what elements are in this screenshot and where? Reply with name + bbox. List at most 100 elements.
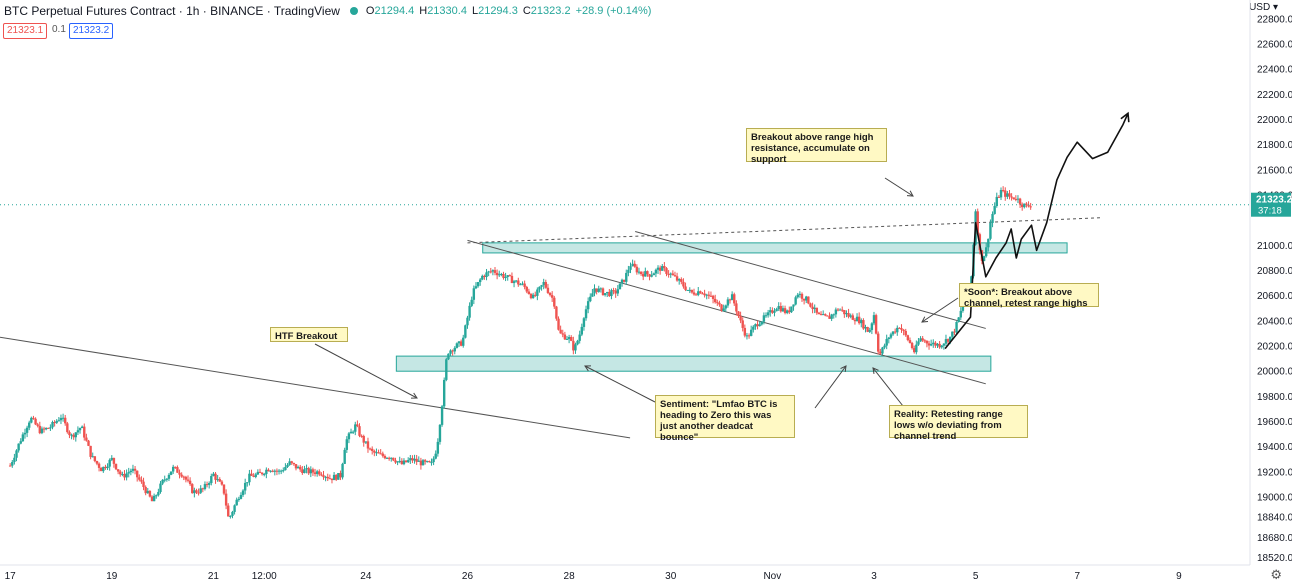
candle-body-208: [449, 350, 452, 354]
candle-body-417: [891, 331, 895, 335]
candle-body-307: [658, 267, 662, 271]
candle-body-110: [241, 490, 245, 495]
candle-body-382: [817, 312, 821, 315]
candle-body-204: [440, 406, 444, 425]
y-tick-label: 20600.0: [1257, 291, 1292, 302]
candle-body-74: [165, 478, 169, 480]
candle-body-0: [8, 465, 12, 467]
candle-body-435: [929, 344, 933, 346]
candle-body-241: [519, 284, 522, 286]
candle-body-194: [419, 460, 423, 466]
candle-body-178: [385, 457, 389, 459]
candle-body-171: [371, 448, 374, 451]
candle-body-418: [893, 331, 897, 333]
candle-body-197: [426, 461, 429, 463]
x-tick-label: 26: [462, 571, 474, 582]
candle-body-121: [265, 469, 268, 475]
candle-body-124: [271, 470, 274, 472]
candle-body-48: [110, 457, 113, 460]
candle-body-25: [61, 417, 65, 419]
y-tick-label: 19400.0: [1257, 442, 1292, 453]
note-soon: *Soon*: Breakout above channel, retest r…: [959, 283, 1099, 309]
symbol-title[interactable]: BTC Perpetual Futures Contract · 1h · BI…: [4, 4, 340, 18]
candle-body-306: [656, 267, 660, 270]
candle-body-182: [394, 460, 397, 463]
candle-body-201: [434, 453, 437, 459]
candle-body-207: [447, 353, 450, 360]
candle-body-196: [423, 460, 427, 462]
countdown-label: 37:18: [1258, 206, 1282, 217]
candle-body-56: [127, 472, 130, 474]
sell-price-button[interactable]: 21323.1: [3, 23, 48, 39]
candle-body-378: [809, 303, 812, 307]
y-tick-label: 20400.0: [1257, 316, 1292, 327]
candle-body-304: [652, 273, 655, 276]
candle-body-280: [601, 288, 605, 296]
candle-body-58: [131, 468, 135, 471]
candle-body-457: [976, 211, 979, 235]
currency-dropdown[interactable]: USD ▾: [1249, 2, 1278, 13]
annotation-arrowhead-1: [584, 365, 592, 372]
candle-body-295: [633, 263, 636, 267]
candle-body-408: [872, 315, 876, 324]
x-tick-label: 28: [564, 571, 576, 582]
candle-body-166: [360, 435, 363, 437]
x-tick-label: 24: [360, 571, 372, 582]
candle-body-437: [934, 342, 937, 346]
candle-body-154: [335, 474, 338, 480]
candle-body-473: [1010, 196, 1013, 198]
candle-body-430: [919, 338, 922, 342]
candle-body-137: [299, 466, 302, 470]
candle-body-18: [47, 427, 50, 429]
candle-body-213: [459, 341, 463, 346]
candle-body-308: [661, 266, 664, 271]
buy-price-button[interactable]: 21323.2: [69, 23, 114, 39]
candle-body-123: [269, 470, 272, 472]
candle-body-118: [258, 471, 262, 473]
gear-icon[interactable]: ⚙: [1270, 567, 1282, 582]
candle-body-464: [991, 213, 994, 223]
x-tick-label: 19: [106, 571, 118, 582]
trendline-1: [635, 231, 986, 329]
candle-body-328: [703, 293, 706, 296]
candle-body-203: [438, 424, 442, 442]
candle-body-261: [561, 333, 564, 335]
candle-body-45: [104, 466, 107, 469]
candle-body-428: [915, 344, 918, 353]
candle-body-59: [133, 468, 137, 471]
candle-body-84: [186, 479, 190, 481]
candle-body-19: [49, 427, 52, 429]
candle-body-90: [199, 488, 202, 493]
candle-body-24: [59, 417, 63, 421]
chart-header: BTC Perpetual Futures Contract · 1h · BI…: [0, 0, 1250, 22]
candle-body-156: [339, 473, 342, 478]
candle-body-54: [123, 474, 126, 478]
y-tick-label: 21000.0: [1257, 241, 1292, 252]
candle-body-415: [887, 337, 891, 340]
candle-body-157: [341, 463, 344, 478]
candle-body-62: [140, 479, 143, 482]
candle-body-349: [747, 335, 751, 337]
candle-body-371: [794, 297, 797, 305]
x-tick-label: Nov: [763, 571, 781, 582]
candle-body-100: [220, 481, 224, 485]
candle-body-87: [193, 490, 196, 494]
candle-body-47: [108, 459, 111, 467]
candle-body-10: [30, 417, 33, 423]
candle-body-331: [709, 295, 713, 297]
candle-body-334: [716, 302, 719, 304]
candle-body-296: [635, 266, 639, 273]
candle-body-337: [722, 308, 725, 311]
candle-body-399: [853, 319, 857, 322]
candle-body-4: [17, 443, 20, 451]
candle-body-363: [777, 306, 780, 310]
candle-body-441: [942, 343, 946, 346]
annotation-arrowhead-0: [410, 392, 418, 399]
candle-body-212: [457, 341, 461, 344]
y-tick-label: 19200.0: [1257, 467, 1292, 478]
note-soon-text: *Soon*: Breakout above channel, retest r…: [964, 287, 1088, 309]
candle-body-411: [879, 351, 882, 354]
candle-body-471: [1006, 193, 1009, 197]
candle-body-36: [85, 437, 88, 441]
